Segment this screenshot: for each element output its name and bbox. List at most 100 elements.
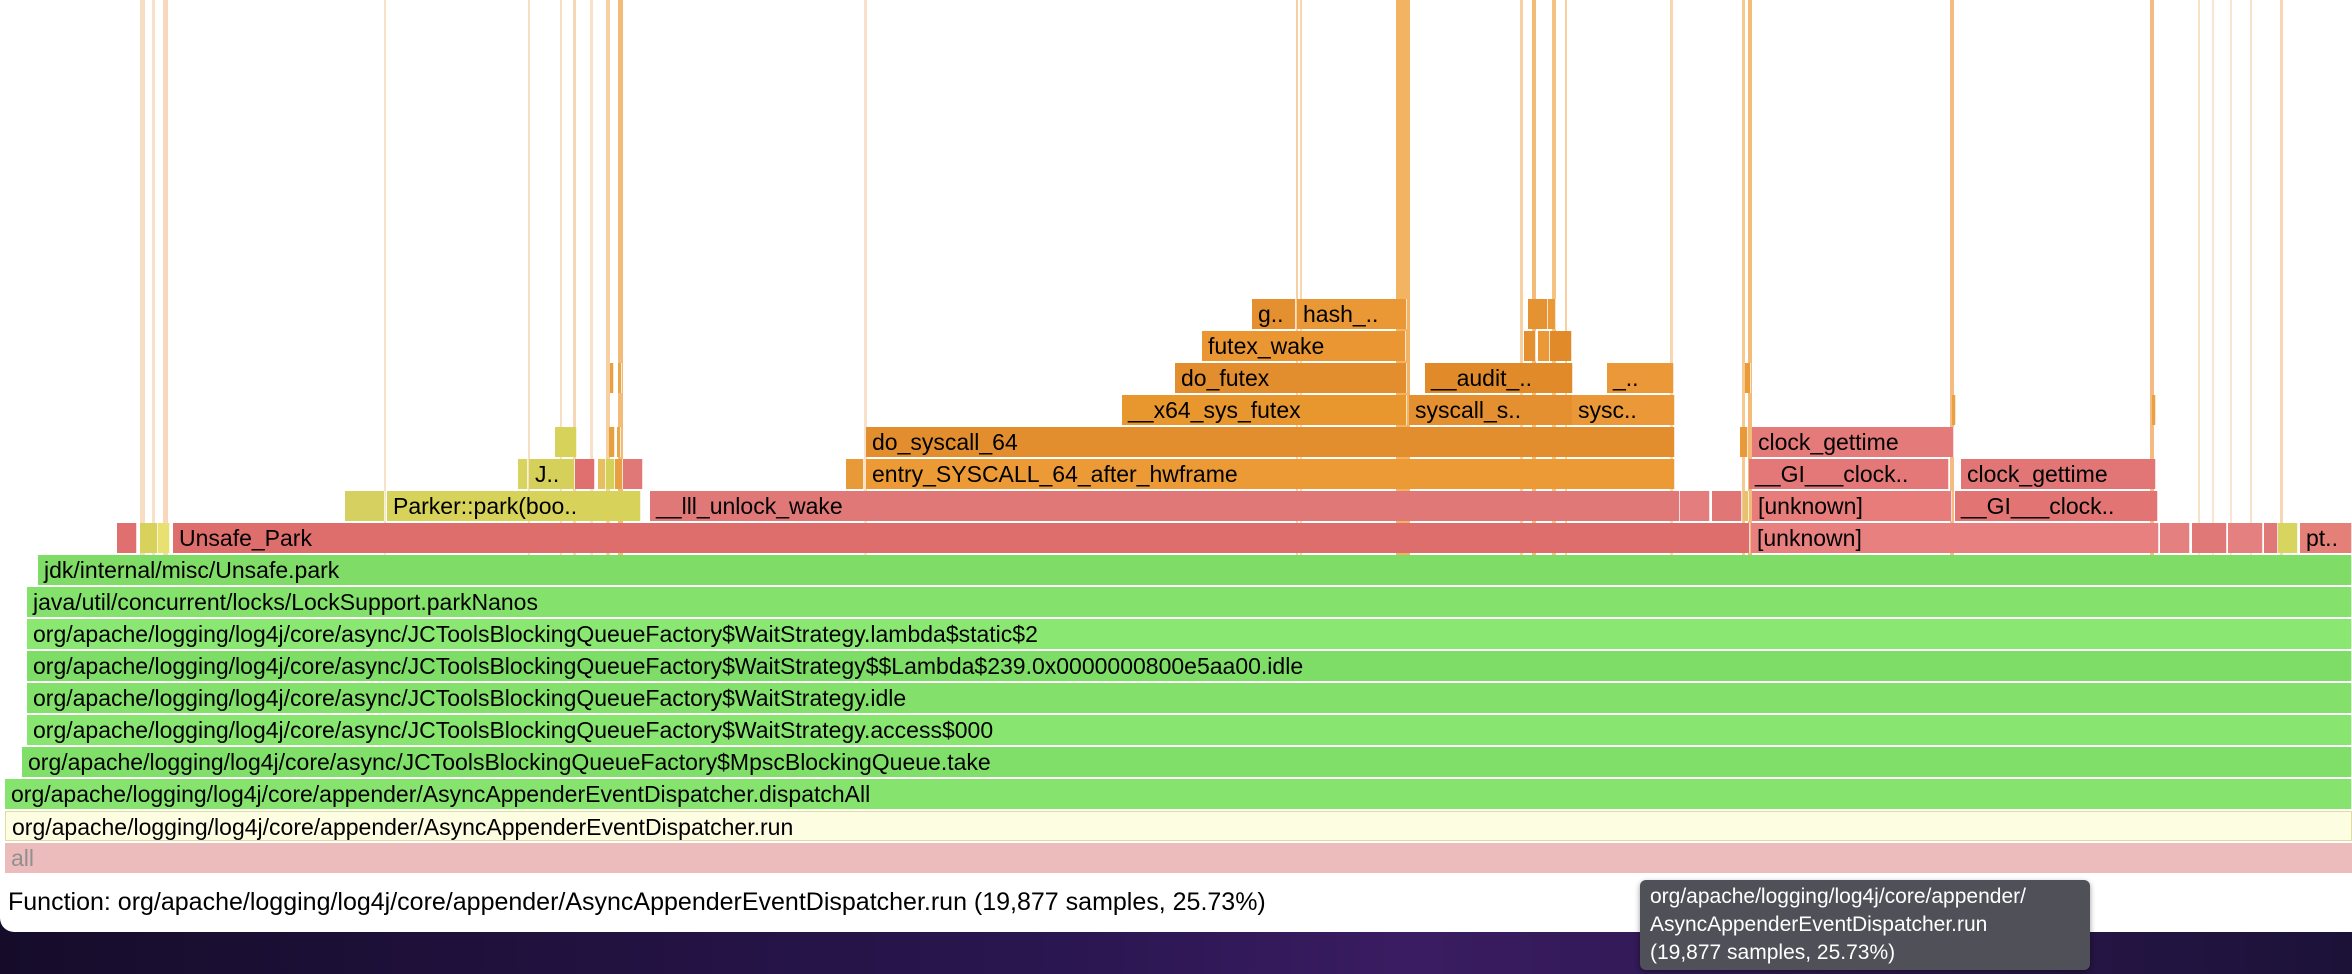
stack-trace-line — [1670, 0, 1673, 560]
stack-trace-line — [2250, 0, 2252, 560]
flame-frame-root-all[interactable]: all — [5, 843, 2352, 873]
stack-trace-line — [1532, 0, 1536, 560]
status-value: org/apache/logging/log4j/core/appender/A… — [117, 888, 1266, 916]
flame-frame-unknown-2[interactable]: [unknown] — [1752, 491, 1952, 521]
flame-frame-do-futex[interactable]: do_futex — [1175, 363, 1407, 393]
flame-frame-sliver[interactable] — [606, 459, 615, 489]
stack-trace-line — [1950, 0, 1954, 560]
flame-frame-g-trunc[interactable]: g.. — [1252, 299, 1296, 329]
flame-frame-sliver[interactable] — [1952, 395, 1956, 425]
flame-frame-sliver[interactable] — [1743, 491, 1749, 521]
tooltip-line-3: (19,877 samples, 25.73%) — [1650, 941, 1896, 964]
flame-frame-sliver[interactable] — [598, 459, 606, 489]
flame-frame-parker-park[interactable]: Parker::park(boo.. — [387, 491, 641, 521]
flame-frame-sliver[interactable] — [846, 459, 864, 489]
flame-frame-x64-sys-futex[interactable]: __x64_sys_futex — [1122, 395, 1407, 425]
stack-trace-line — [618, 0, 623, 560]
stack-trace-line — [1296, 0, 1298, 560]
stack-trace-line — [528, 0, 530, 560]
flame-frame-clock-gettime-2[interactable]: clock_gettime — [1961, 459, 2156, 489]
stack-trace-line — [2198, 0, 2200, 560]
flame-frame-sliver[interactable] — [1528, 299, 1548, 329]
flame-frame-sliver[interactable] — [1548, 299, 1556, 329]
flame-frame-sliver[interactable] — [1538, 331, 1550, 361]
flame-frame-gi-clock-1[interactable]: __GI___clock.. — [1955, 491, 2158, 521]
flame-frame-pt-trunc[interactable]: pt.. — [2300, 523, 2352, 553]
flame-frame-sliver[interactable] — [345, 491, 385, 521]
flame-frame-sliver[interactable] — [1550, 331, 1572, 361]
frame-tooltip: org/apache/logging/log4j/core/appender/ … — [1640, 880, 2090, 970]
flame-frame-sliver[interactable] — [575, 459, 595, 489]
stack-trace-line — [864, 0, 867, 560]
flame-frame-entry-syscall[interactable]: entry_SYSCALL_64_after_hwframe — [866, 459, 1675, 489]
stack-trace-line — [1565, 0, 1567, 560]
flame-frame-syscall-s[interactable]: syscall_s.. — [1409, 395, 1576, 425]
flame-frame-audit[interactable]: __audit_.. — [1425, 363, 1573, 393]
flamegraph: all org/apache/logging/log4j/core/appende… — [5, 0, 2352, 873]
flame-frame-sliver[interactable] — [117, 523, 137, 553]
flame-frame-sysc[interactable]: sysc.. — [1572, 395, 1675, 425]
flame-frame-sliver[interactable] — [618, 363, 622, 393]
status-label: Function: — [8, 888, 111, 916]
flame-frame-unsafe-park[interactable]: Unsafe_Park — [173, 523, 1750, 553]
flame-frame-sliver[interactable] — [615, 459, 623, 489]
flame-frame-sliver[interactable] — [1524, 331, 1536, 361]
flame-frame-park-nanos[interactable]: java/util/concurrent/locks/LockSupport.p… — [27, 587, 2352, 617]
flame-frame-hash-trunc[interactable]: hash_.. — [1297, 299, 1407, 329]
flame-frame-sliver[interactable] — [609, 427, 615, 457]
status-bar: Function: org/apache/logging/log4j/core/… — [8, 888, 1266, 917]
flame-frame-mpsc-take[interactable]: org/apache/logging/log4j/core/async/JCTo… — [22, 747, 2352, 777]
flame-frame-dispatcher-run[interactable]: org/apache/logging/log4j/core/appender/A… — [5, 811, 2352, 841]
flame-frame-unsafe-park-java[interactable]: jdk/internal/misc/Unsafe.park — [38, 555, 2352, 585]
flame-frame-sliver[interactable] — [2264, 523, 2278, 553]
flame-frame-sliver[interactable] — [2278, 523, 2298, 553]
flamegraph-panel: all org/apache/logging/log4j/core/appende… — [0, 0, 2352, 932]
flame-frame-lambda-idle[interactable]: org/apache/logging/log4j/core/async/JCTo… — [27, 651, 2352, 681]
flame-frame-sliver[interactable] — [140, 523, 158, 553]
stack-trace-line — [560, 0, 562, 560]
stack-trace-line — [590, 0, 593, 560]
flame-frame-sliver[interactable] — [623, 459, 643, 489]
stack-trace-line — [384, 0, 386, 560]
flame-frame-sliver[interactable] — [2228, 523, 2263, 553]
flame-frame-gi-clock-2[interactable]: __GI___clock.. — [1749, 459, 1949, 489]
flame-frame-sliver[interactable] — [2160, 523, 2190, 553]
flame-frame-sliver[interactable] — [1740, 427, 1748, 457]
flame-frame-sliver[interactable] — [518, 459, 528, 489]
stack-trace-line — [1300, 0, 1302, 560]
flame-frame-lll-unlock-wake[interactable]: __lll_unlock_wake — [650, 491, 1680, 521]
stack-trace-line — [1552, 0, 1556, 560]
flame-frame-sliver[interactable] — [555, 427, 577, 457]
flame-frame-dunder-trunc[interactable]: _.. — [1607, 363, 1674, 393]
flame-frame-do-syscall[interactable]: do_syscall_64 — [866, 427, 1675, 457]
tooltip-line-1: org/apache/logging/log4j/core/appender/ — [1650, 885, 2026, 908]
stack-trace-line — [163, 0, 168, 560]
flame-frame-dispatch-all[interactable]: org/apache/logging/log4j/core/appender/A… — [5, 779, 2352, 809]
flame-frame-wait-idle[interactable]: org/apache/logging/log4j/core/async/JCTo… — [27, 683, 2352, 713]
stack-trace-line — [1742, 0, 1745, 560]
flame-frame-unknown-1[interactable]: [unknown] — [1751, 523, 2159, 553]
stack-trace-line — [2230, 0, 2232, 560]
tooltip-line-2: AsyncAppenderEventDispatcher.run — [1650, 913, 1988, 936]
stack-trace-line — [140, 0, 145, 560]
flame-frame-j-trunc[interactable]: J.. — [529, 459, 575, 489]
stack-trace-line — [1520, 0, 1523, 560]
flame-frame-futex-wake[interactable]: futex_wake — [1202, 331, 1406, 361]
flame-frame-sliver[interactable] — [1680, 491, 1710, 521]
flame-frame-sliver[interactable] — [158, 523, 170, 553]
stack-trace-line — [2280, 0, 2283, 560]
flame-frame-sliver[interactable] — [617, 427, 621, 457]
stack-trace-line — [606, 0, 610, 560]
flame-frame-sliver[interactable] — [1712, 491, 1742, 521]
flame-frame-sliver[interactable] — [1745, 363, 1751, 393]
flame-frame-sliver[interactable] — [2152, 395, 2156, 425]
flame-frame-clock-gettime-1[interactable]: clock_gettime — [1752, 427, 1954, 457]
flame-frame-sliver[interactable] — [610, 363, 614, 393]
flame-frame-lambda-static[interactable]: org/apache/logging/log4j/core/async/JCTo… — [27, 619, 2352, 649]
stack-trace-line — [1748, 0, 1752, 560]
stack-trace-line — [573, 0, 576, 560]
stack-trace-line — [152, 0, 155, 560]
flame-frame-access-000[interactable]: org/apache/logging/log4j/core/async/JCTo… — [27, 715, 2352, 745]
stack-trace-line — [2150, 0, 2154, 560]
flame-frame-sliver[interactable] — [2192, 523, 2227, 553]
